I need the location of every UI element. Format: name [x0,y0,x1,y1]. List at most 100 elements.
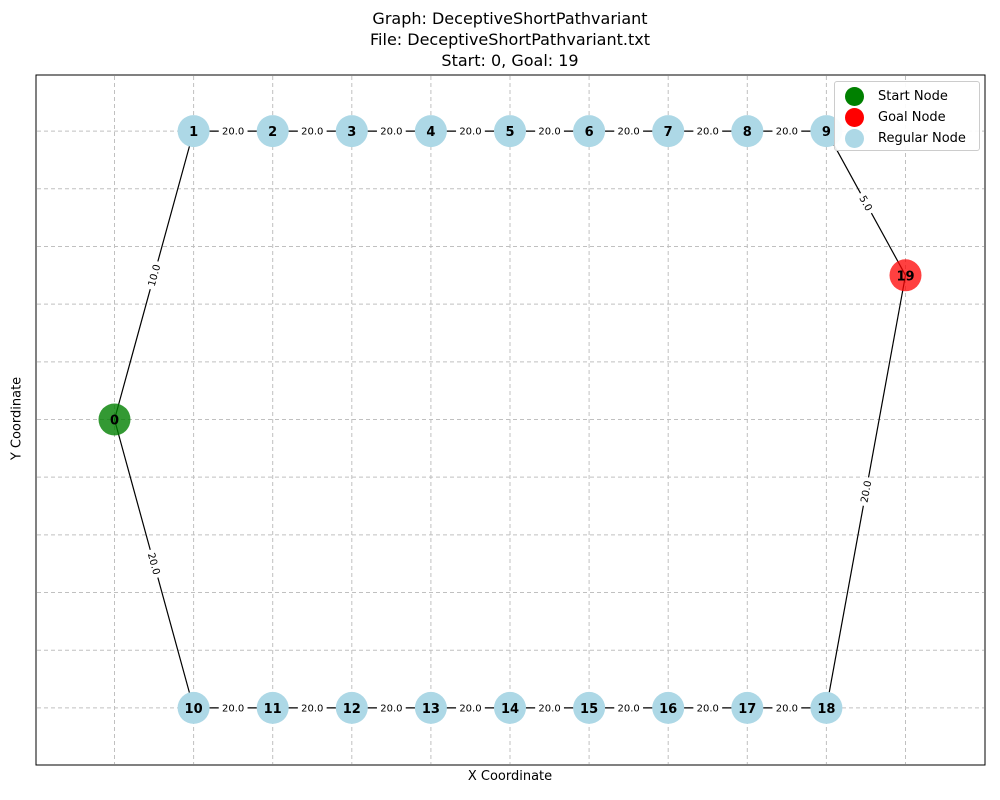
x-axis-label: X Coordinate [467,769,553,784]
edge-weight-label-0-10: 20.0 [144,548,164,580]
edge-weight-label-bg [144,259,164,291]
edge-weight-label-0-1: 10.0 [144,259,164,291]
node-label-19: 19 [896,269,914,284]
edge-weight-label-bg [772,125,802,138]
edge-weight-label-4-5: 20.0 [456,125,485,138]
node-4 [414,115,447,148]
edge-weight-label-bg [376,701,406,714]
goal-node-marker-icon [845,107,864,127]
edge-weight-labels: 10.0 20.0 20.0 20.0 20.0 20.0 20.0 20.0 20.0 5.0 2… [144,125,877,714]
node-label-3: 3 [347,125,356,140]
node-label-7: 7 [664,125,673,140]
node-label-15: 15 [580,702,598,717]
edge-weight-label-3-4: 20.0 [376,125,406,138]
node-2 [256,115,289,148]
node-label-13: 13 [422,702,440,717]
node-label-18: 18 [817,702,835,717]
edge-weight-label-bg [772,701,802,714]
edge-weight-text: 20.0 [538,703,560,714]
edge-weight-label-bg [693,701,723,714]
legend-item-goal: Goal Node [845,107,946,127]
graph-title: Graph: DeceptiveShortPathvariant [372,9,648,28]
edge-weight-label-17-18: 20.0 [772,701,802,714]
node-label-16: 16 [659,702,677,717]
edge-weight-label-12-13: 20.0 [376,701,406,714]
edge-weight-label-9-19: 5.0 [855,190,877,216]
edge-weight-label-bg [144,548,164,580]
start-goal-line: Start: 0, Goal: 19 [441,51,579,70]
node-16 [652,691,685,724]
node-13 [414,691,447,724]
node-15 [573,691,606,724]
edge-weight-text: 20.0 [222,127,244,138]
edge-weight-label-bg [218,701,248,714]
edge-weight-label-11-12: 20.0 [297,701,327,714]
edge-weight-text: 10.0 [147,263,163,287]
node-6 [573,115,606,148]
node-8 [731,115,764,148]
legend-item-start: Start Node [845,86,948,106]
node-label-11: 11 [264,702,282,717]
edge-weight-label-bg [535,701,564,714]
node-10 [177,691,210,724]
node-label-2: 2 [268,125,277,140]
edge-weight-label-bg [693,125,723,138]
node-label-0: 0 [110,414,119,429]
edge-weight-label-bg [857,476,875,507]
edge-weight-label-7-8: 20.0 [693,125,723,138]
edge-weight-text: 20.0 [618,127,640,138]
edge-weight-text: 20.0 [776,703,798,714]
edge-weight-label-bg [456,125,485,138]
edge-weight-text: 20.0 [618,703,640,714]
node-5 [494,115,526,148]
y-axis-label: Y Coordinate [9,376,25,461]
legend-item-regular: Regular Node [845,128,966,148]
node-label-5: 5 [505,125,514,140]
edge-weight-label-bg [535,125,564,138]
legend-label-start: Start Node [878,88,948,104]
edge-weight-label-5-6: 20.0 [535,125,564,138]
edge-weight-label-10-11: 20.0 [218,701,248,714]
edge-weight-text: 20.0 [145,552,161,576]
node-11 [256,691,289,724]
edge-weight-label-13-14: 20.0 [456,701,485,714]
node-label-14: 14 [501,702,519,717]
edge-weight-text: 20.0 [301,703,323,714]
plot-frame [35,74,986,766]
node-label-8: 8 [743,125,752,140]
edge-weight-label-bg [218,125,248,138]
edge-weight-label-2-3: 20.0 [297,125,327,138]
node-19 [889,259,922,292]
regular-node-marker-icon [845,128,864,148]
edge-weight-label-15-16: 20.0 [614,701,644,714]
node-label-1: 1 [189,125,198,140]
node-18 [810,691,843,724]
edge-weight-text: 20.0 [860,480,875,504]
edge-weight-text: 20.0 [538,127,560,138]
edge-weight-text: 20.0 [459,127,481,138]
edge-weight-label-bg [614,125,644,138]
legend: Start Node Goal Node Regular Node [834,81,980,151]
edge-weight-label-bg [855,190,877,216]
node-7 [652,115,685,148]
node-label-10: 10 [185,702,203,717]
legend-label-regular: Regular Node [878,130,966,146]
node-14 [494,691,526,724]
edge-weight-text: 20.0 [776,127,798,138]
edge-weight-text: 20.0 [380,127,402,138]
grid [37,76,984,764]
edge-weight-text: 20.0 [697,127,719,138]
edge-weight-label-18-19: 20.0 [857,476,875,507]
edge-weight-label-6-7: 20.0 [614,125,644,138]
edge-weight-label-1-2: 20.0 [218,125,248,138]
node-label-12: 12 [343,702,361,717]
edge-weight-text: 20.0 [697,703,719,714]
edge-weight-text: 20.0 [222,703,244,714]
node-0 [98,403,131,436]
node-label-9: 9 [822,125,831,140]
edge-weight-text: 20.0 [301,127,323,138]
legend-label-goal: Goal Node [878,109,946,125]
